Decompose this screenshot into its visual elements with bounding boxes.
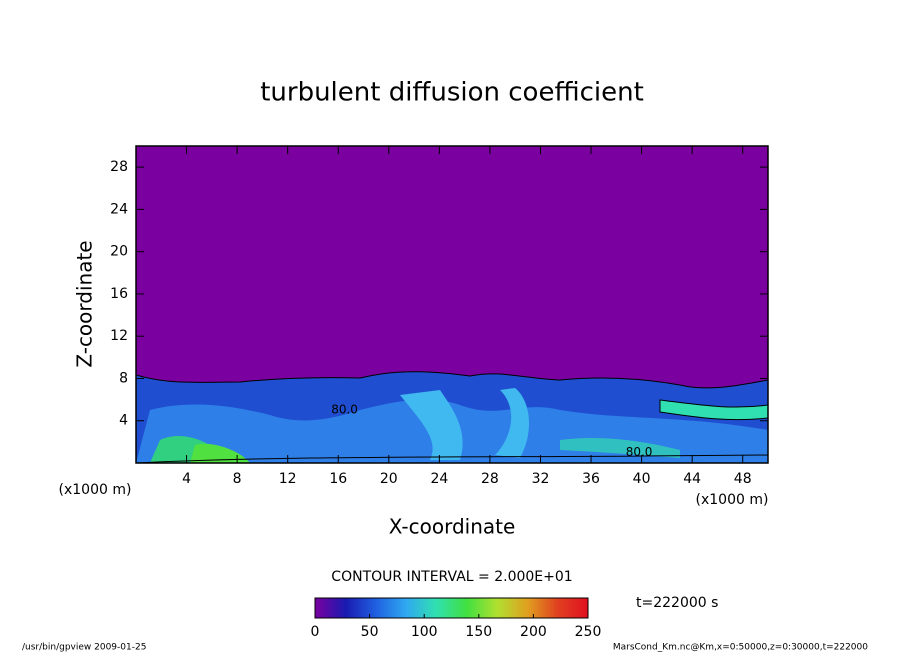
x-tick-label: 36 xyxy=(582,471,600,487)
footer-left: /usr/bin/gpview 2009-01-25 xyxy=(22,643,146,653)
plot-frame xyxy=(135,145,769,464)
x-tick-label: 32 xyxy=(532,471,550,487)
contour-label: 80.0 xyxy=(331,403,358,417)
colorbar-tick-label: 250 xyxy=(575,624,602,640)
x-unit: (x1000 m) xyxy=(696,492,769,508)
y-tick-label: 12 xyxy=(110,328,128,344)
contour-label: 80.0 xyxy=(626,445,653,459)
y-unit: (x1000 m) xyxy=(59,482,132,498)
colorbar-tick-label: 0 xyxy=(311,624,320,640)
x-tick-label: 40 xyxy=(633,471,651,487)
time-label: t=222000 s xyxy=(636,595,718,611)
y-axis-title: Z-coordinate xyxy=(73,240,97,367)
y-tick-label: 8 xyxy=(119,370,128,386)
contour-interval: CONTOUR INTERVAL = 2.000E+01 xyxy=(331,569,572,585)
colorbar-tick-label: 150 xyxy=(465,624,492,640)
footer-right: MarsCond_Km.nc@Km,x=0:50000,z=0:30000,t=… xyxy=(613,643,868,653)
x-tick-label: 4 xyxy=(182,471,191,487)
x-tick-label: 12 xyxy=(279,471,297,487)
y-tick-label: 16 xyxy=(110,286,128,302)
colorbar xyxy=(314,597,589,619)
y-tick-label: 4 xyxy=(119,413,128,429)
x-tick-label: 16 xyxy=(329,471,347,487)
field xyxy=(136,371,768,463)
y-tick-label: 28 xyxy=(110,159,128,175)
y-tick-label: 20 xyxy=(110,244,128,260)
colorbar-tick-label: 50 xyxy=(361,624,379,640)
colorbar-tick-label: 100 xyxy=(411,624,438,640)
x-tick-label: 20 xyxy=(380,471,398,487)
colorbar-tick-label: 200 xyxy=(520,624,547,640)
x-tick-label: 48 xyxy=(734,471,752,487)
x-tick-label: 24 xyxy=(430,471,448,487)
x-tick-label: 8 xyxy=(233,471,242,487)
chart-title: turbulent diffusion coefficient xyxy=(260,78,644,108)
x-tick-label: 44 xyxy=(683,471,701,487)
x-tick-label: 28 xyxy=(481,471,499,487)
x-axis-title: X-coordinate xyxy=(389,515,516,539)
y-tick-label: 24 xyxy=(110,201,128,217)
